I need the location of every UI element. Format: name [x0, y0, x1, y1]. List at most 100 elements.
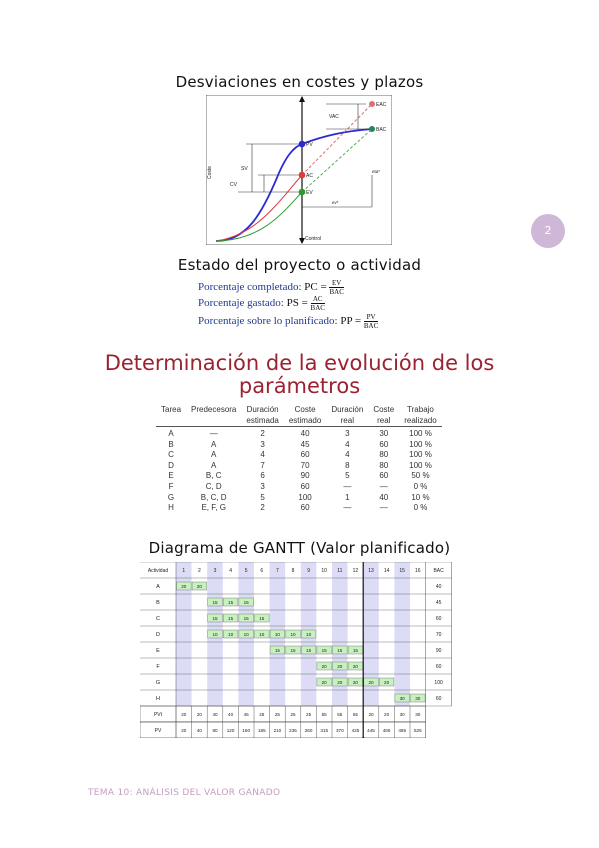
gantt-task-name: D — [156, 632, 160, 638]
column-header: Duración real — [326, 404, 369, 427]
gantt-bar-segment — [207, 613, 223, 623]
gantt-bar-value: 20 — [353, 680, 359, 685]
gantt-bar-segment — [316, 677, 332, 687]
gantt-bar-value: 15 — [353, 648, 359, 653]
gantt-bac-header: BAC — [433, 568, 444, 574]
table-cell: A — [211, 450, 217, 460]
gantt-summary-value: 260 — [305, 728, 313, 733]
gantt-bar-segment — [285, 645, 301, 655]
gantt-summary-value: 20 — [384, 712, 390, 717]
gantt-column-number: 4 — [229, 568, 232, 574]
gantt-summary-value: 25 — [290, 712, 296, 717]
gantt-bar-segment — [301, 645, 317, 655]
bac-label: BAC — [376, 127, 387, 133]
column-header: Coste real — [368, 404, 400, 427]
gantt-bar-segment — [238, 613, 254, 623]
gantt-bar-value: 15 — [259, 616, 265, 621]
table-cell: 60 — [300, 503, 310, 513]
gantt-header-cell — [378, 562, 395, 578]
cv-label: CV — [230, 182, 238, 188]
formula-numerator: AC — [310, 295, 325, 304]
gantt-bar-segment — [332, 677, 348, 687]
table-row: D A 7 70 8 80 100 % — [156, 461, 442, 472]
gantt-bar-segment — [223, 629, 239, 639]
eac-label: EAC — [376, 102, 387, 108]
table-cell: — — [379, 481, 388, 491]
gantt-header-cell — [207, 562, 223, 578]
gantt-column-number: 3 — [214, 568, 217, 574]
gantt-bar-value: 15 — [290, 648, 296, 653]
gantt-task-bac: 60 — [436, 616, 442, 622]
gantt-bar-segment — [191, 581, 207, 591]
gantt-task-bac: 60 — [436, 696, 442, 702]
control-label: Control — [305, 236, 321, 242]
gantt-bar-value: 15 — [244, 616, 250, 621]
gantt-bar-value: 20 — [337, 664, 343, 669]
table-cell: 4 — [345, 439, 350, 449]
gantt-summary-value: 235 — [289, 728, 297, 733]
gantt-task-name: C — [156, 616, 160, 622]
table-cell: 60 — [300, 481, 310, 491]
gantt-summary-value: 20 — [181, 728, 187, 733]
table-cell: D — [168, 460, 174, 470]
gantt-task-bac: 70 — [436, 632, 442, 638]
gantt-summary-value: 160 — [242, 728, 250, 733]
formula-denominator: BAC — [363, 322, 379, 330]
table-cell: 8 — [345, 460, 350, 470]
parameters-table: Tarea Predecesora Duración estimada Coste e… — [156, 404, 442, 514]
gantt-bar-segment — [301, 629, 317, 639]
gantt-summary-value: 20 — [197, 712, 203, 717]
gantt-bar-segment — [394, 693, 410, 703]
table-cell: B — [168, 439, 174, 449]
formula-fraction: EV BAC — [329, 279, 344, 296]
table-cell: F — [168, 481, 174, 491]
pv-curve — [215, 128, 373, 242]
gantt-summary-value: 445 — [367, 728, 375, 733]
table-cell: 2 — [260, 429, 265, 438]
table-row: E B, C 6 90 5 60 50 % — [156, 471, 442, 482]
gantt-bar-segment — [316, 661, 332, 671]
gantt-bar-value: 10 — [306, 632, 312, 637]
table-cell: 3 — [260, 481, 265, 491]
table-cell: C, D — [205, 481, 222, 491]
gantt-summary-value: 120 — [227, 728, 235, 733]
gantt-bar-segment — [238, 629, 254, 639]
gantt-bar-segment — [207, 629, 223, 639]
table-cell: 100 % — [409, 450, 432, 460]
gantt-header-cell — [222, 562, 239, 578]
gantt-task-bac: 100 — [434, 680, 443, 686]
table-cell: 6 — [260, 471, 265, 481]
table-cell: 2 — [260, 503, 265, 513]
sv-label: SV — [241, 166, 248, 172]
gantt-header-cell — [316, 562, 332, 578]
gantt-summary-value: 25 — [259, 712, 265, 717]
gantt-summary-value: 55 — [322, 712, 328, 717]
gantt-bar-value: 15 — [244, 600, 250, 605]
gantt-column-number: 1 — [182, 568, 185, 574]
table-cell: 4 — [260, 450, 265, 460]
gantt-task-bac: 90 — [436, 648, 442, 654]
ev-point — [298, 188, 306, 196]
gantt-bar-value: 15 — [228, 616, 234, 621]
table-cell: B, C — [205, 471, 222, 481]
evolution-title-line1: Determinación de la evolución de los — [104, 351, 495, 375]
gantt-column-number: 7 — [276, 568, 279, 574]
gantt-summary-value: 185 — [258, 728, 266, 733]
gantt-bar-segment — [379, 677, 395, 687]
gantt-header-cell — [347, 562, 364, 578]
gantt-task-name: F — [156, 664, 160, 670]
table-cell: A — [211, 439, 217, 449]
gantt-bar-value: 20 — [322, 664, 328, 669]
gantt-header-cell — [285, 562, 301, 578]
table-cell: — — [379, 503, 388, 513]
gantt-summary-value: 55 — [337, 712, 343, 717]
gantt-column-number: 12 — [353, 568, 359, 574]
table-cell: E — [168, 471, 174, 481]
gantt-summary-label: PVt — [154, 712, 163, 718]
table-cell: 90 — [300, 471, 310, 481]
ev-curve — [215, 191, 303, 242]
formula-line: Porcentaje completado: PC = EV BAC — [198, 279, 344, 296]
formula-fraction: AC BAC — [310, 295, 325, 312]
gantt-column-number: 16 — [415, 568, 421, 574]
